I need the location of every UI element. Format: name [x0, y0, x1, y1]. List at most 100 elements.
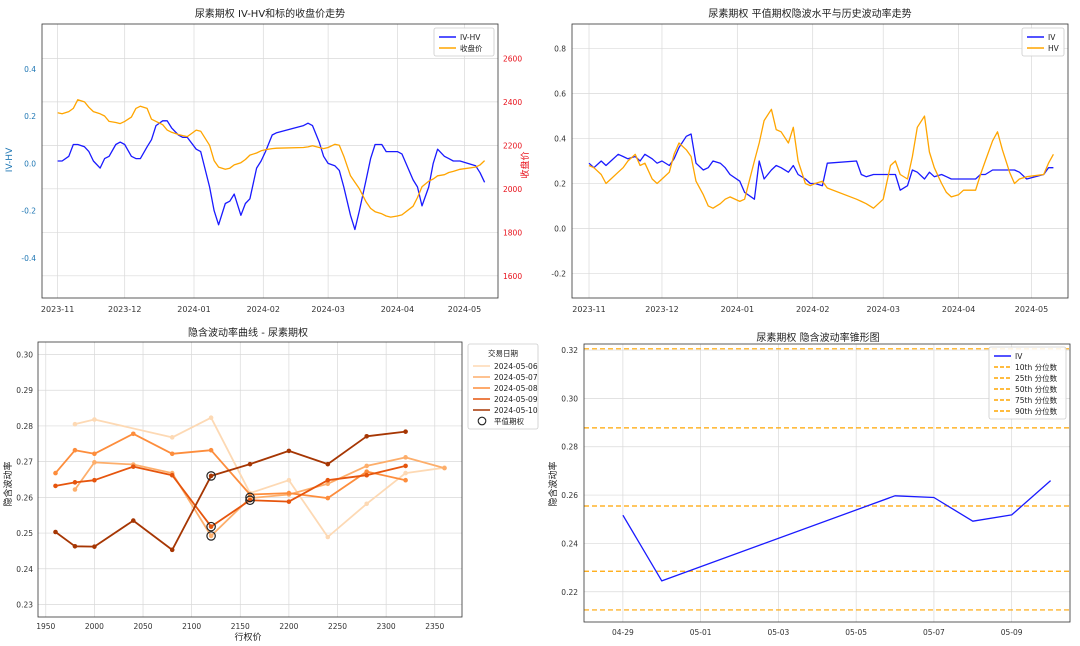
data-point: [131, 464, 136, 469]
plot-frame: [583, 343, 1071, 623]
data-point: [403, 429, 408, 434]
data-point: [403, 455, 408, 460]
data-point: [364, 472, 369, 478]
y2-tick-label: 2400: [503, 98, 522, 107]
data-point: [286, 448, 292, 454]
x-tick-label: 2200: [279, 622, 298, 631]
data-point: [92, 544, 97, 549]
y-tick-label: 0.6: [554, 90, 566, 99]
data-point: [208, 524, 214, 529]
atm-marker: [245, 492, 255, 503]
chart-ivhv-price: 尿素期权 IV-HV和标的收盘价走势 IV-HV 收盘价 2023-11 2023…: [5, 7, 531, 314]
x-tick-label: 05-01: [690, 628, 712, 637]
x-tick-label: 2250: [328, 622, 347, 631]
data-point: [286, 499, 292, 504]
x-tick-label: 2024-02: [796, 305, 829, 314]
x-tick-label: 05-07: [923, 628, 945, 637]
data-point: [169, 435, 175, 440]
legend-box: [988, 346, 1067, 420]
data-point: [403, 470, 408, 476]
chart-title: 隐含波动率曲线 - 尿素期权: [188, 326, 308, 339]
series-line: [74, 416, 445, 538]
y-tick-label: 0.0: [554, 224, 566, 233]
legend-label: 75th 分位数: [1015, 395, 1058, 405]
y2-tick-label: 2000: [503, 185, 522, 194]
y-tick-label: -0.2: [551, 269, 566, 278]
series-line: [588, 108, 1054, 209]
x-tick-label: 2024-01: [177, 305, 210, 314]
y-tick-label: 0.8: [554, 45, 566, 54]
y-tick-label: 0.27: [16, 458, 33, 467]
data-point: [442, 465, 447, 471]
y-tick-label: 0.23: [16, 601, 33, 610]
legend-box: [433, 27, 495, 57]
data-point: [286, 490, 292, 496]
data-point: [72, 447, 78, 453]
legend-box: [467, 343, 539, 430]
atm-marker: [206, 521, 216, 532]
chart-title: 尿素期权 平值期权隐波水平与历史波动率走势: [708, 7, 911, 20]
data-point: [325, 477, 331, 483]
x-tick-label: 2023-11: [41, 305, 74, 314]
y-tick-label: 0.22: [561, 588, 578, 597]
y-tick-label: 0.2: [24, 112, 36, 121]
data-point: [208, 415, 214, 421]
x-tick-label: 2024-01: [721, 305, 754, 314]
y-tick-label: 0.32: [561, 346, 578, 355]
data-point: [72, 480, 78, 485]
data-point: [131, 518, 136, 523]
series-line: [54, 432, 406, 499]
data-point: [72, 487, 78, 492]
x-tick-label: 1950: [36, 622, 55, 631]
x-tick-label: 2023-12: [645, 305, 678, 314]
legend-title: 交易日期: [488, 348, 518, 358]
x-tick-label: 2024-04: [942, 305, 975, 314]
atm-marker: [245, 495, 255, 506]
legend-marker: [477, 416, 487, 426]
legend-label: 收盘价: [460, 43, 483, 53]
y-tick-label: 0.25: [16, 529, 33, 538]
chart-iv-smile: 隐含波动率曲线 - 尿素期权 行权价 隐含波动率 1950 2000 2050 210…: [2, 326, 539, 643]
y-tick-label: -0.4: [21, 254, 36, 263]
chart-title: 尿素期权 隐含波动率锥形图: [756, 331, 879, 344]
atm-marker: [206, 471, 216, 481]
data-point: [208, 473, 214, 479]
legend-label: IV: [1048, 33, 1056, 42]
y-tick-label: 0.30: [561, 394, 578, 403]
plot-frame: [37, 341, 463, 618]
y-tick-label: 0.24: [16, 565, 33, 574]
series-line: [54, 430, 406, 551]
data-point: [53, 483, 58, 489]
legend-label: 50th 分位数: [1015, 384, 1058, 394]
data-point: [53, 470, 58, 476]
y-tick-label: 0.4: [24, 65, 36, 74]
data-point: [364, 433, 369, 439]
data-point: [364, 501, 369, 507]
x-tick-label: 2024-03: [866, 305, 899, 314]
y-tick-label: 0.24: [561, 539, 578, 548]
y2-axis-label: 收盘价: [519, 151, 531, 178]
series-line: [57, 99, 486, 218]
x-tick-label: 2024-03: [311, 305, 344, 314]
data-point: [169, 472, 175, 478]
legend-label: 25th 分位数: [1015, 373, 1058, 383]
x-tick-label: 2024-04: [381, 305, 414, 314]
data-point: [92, 451, 97, 457]
atm-marker: [206, 531, 216, 541]
legend-label: IV: [1015, 352, 1023, 361]
legend-label: IV-HV: [460, 33, 481, 42]
data-point: [72, 543, 78, 549]
data-point: [92, 460, 97, 465]
data-point: [364, 469, 369, 474]
y-axis-label: 隐含波动率: [547, 461, 559, 506]
x-tick-label: 05-03: [768, 628, 790, 637]
legend-label: 平值期权: [494, 416, 524, 426]
x-tick-label: 2023-11: [572, 305, 605, 314]
data-point: [92, 417, 97, 422]
data-point: [53, 529, 58, 535]
legend-label: 2024-05-06: [494, 362, 538, 371]
data-point: [364, 463, 369, 469]
data-point: [169, 451, 175, 457]
x-tick-label: 04-29: [612, 628, 634, 637]
